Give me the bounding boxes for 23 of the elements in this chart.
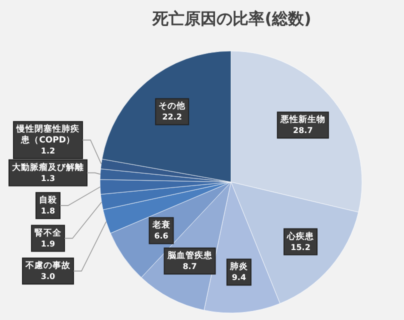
slice-label: 大動脈瘤及び解離 [12,162,84,173]
data-label: 9.4 [232,273,246,282]
data-label: 6.6 [154,232,169,241]
data-label: 1.2 [40,146,56,156]
slice-label: 腎不全 [34,227,62,238]
data-label: 28.7 [293,126,313,136]
data-label: 22.2 [162,112,182,122]
slice-label: 心疾患 [286,230,316,242]
chart-title: 死亡原因の比率(総数) [152,9,312,28]
slice-label: 慢性閉塞性肺疾患（COPD） [16,124,80,146]
data-label: 8.7 [182,262,197,272]
data-label: 1.8 [40,206,56,216]
data-label: 1.9 [40,239,56,248]
data-label: 1.3 [40,174,56,183]
data-label: 15.2 [290,242,310,252]
slice-label: 不慮の事故 [24,260,72,272]
slice-label: その他 [158,100,187,112]
slice-label: 老衰 [151,220,170,231]
slice-label: 自殺 [39,194,58,206]
slice-label: 肺炎 [228,261,249,272]
slice-label: 悪性新生物 [279,114,326,126]
slice-label: 脳血管疾患 [166,250,214,262]
data-label: 3.0 [40,272,56,282]
